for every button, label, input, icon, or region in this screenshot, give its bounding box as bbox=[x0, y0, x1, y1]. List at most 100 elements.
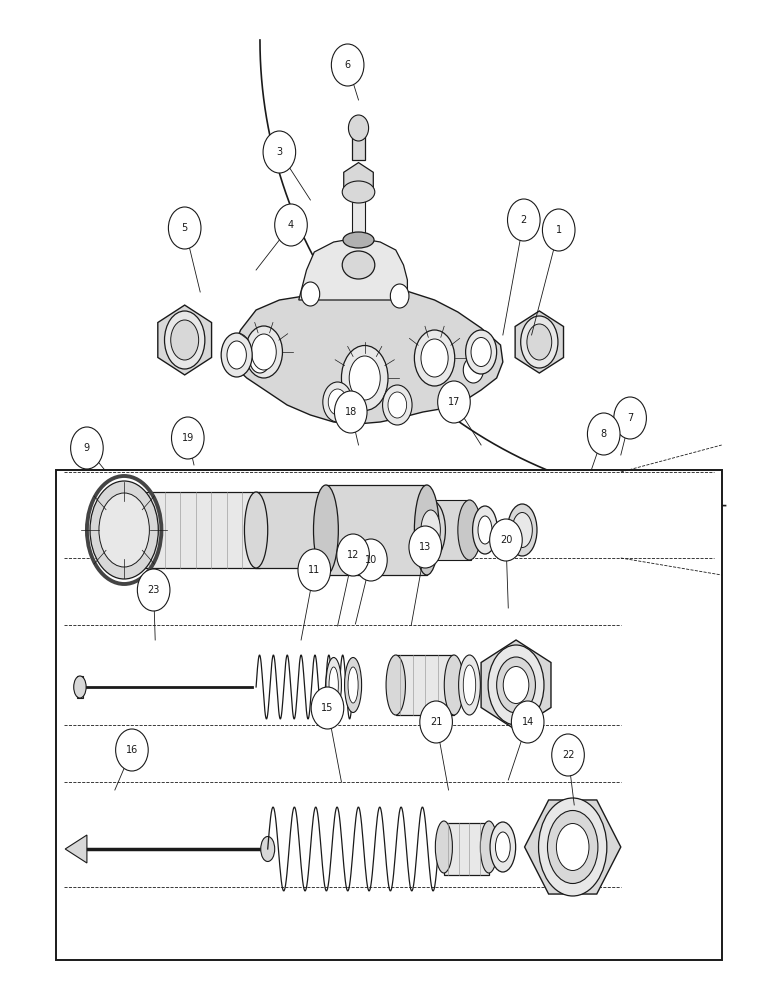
Ellipse shape bbox=[244, 492, 268, 568]
Ellipse shape bbox=[463, 665, 476, 705]
Bar bbox=[128, 492, 260, 568]
Polygon shape bbox=[515, 311, 563, 373]
Bar bbox=[352, 132, 365, 160]
Polygon shape bbox=[299, 238, 407, 300]
Text: 14: 14 bbox=[521, 717, 534, 727]
Circle shape bbox=[587, 413, 620, 455]
Circle shape bbox=[390, 284, 409, 308]
Circle shape bbox=[263, 131, 296, 173]
Ellipse shape bbox=[383, 385, 412, 425]
Ellipse shape bbox=[261, 836, 275, 861]
Ellipse shape bbox=[539, 798, 607, 896]
Ellipse shape bbox=[556, 824, 589, 870]
Text: 1: 1 bbox=[556, 225, 562, 235]
Circle shape bbox=[337, 534, 369, 576]
Ellipse shape bbox=[388, 392, 407, 418]
Ellipse shape bbox=[341, 346, 388, 410]
Circle shape bbox=[311, 687, 344, 729]
Bar bbox=[352, 188, 365, 238]
Ellipse shape bbox=[386, 655, 406, 715]
Circle shape bbox=[171, 417, 204, 459]
Ellipse shape bbox=[458, 500, 481, 560]
Circle shape bbox=[552, 734, 584, 776]
Ellipse shape bbox=[471, 338, 491, 366]
Bar bbox=[326, 485, 427, 575]
Ellipse shape bbox=[349, 356, 380, 400]
Circle shape bbox=[116, 729, 148, 771]
Circle shape bbox=[301, 282, 320, 306]
Text: 4: 4 bbox=[288, 220, 294, 230]
Ellipse shape bbox=[490, 822, 515, 872]
Ellipse shape bbox=[171, 320, 199, 360]
Ellipse shape bbox=[421, 510, 441, 550]
Circle shape bbox=[438, 381, 470, 423]
Ellipse shape bbox=[414, 330, 455, 386]
Ellipse shape bbox=[227, 341, 247, 369]
Text: 8: 8 bbox=[601, 429, 607, 439]
Circle shape bbox=[511, 701, 544, 743]
Polygon shape bbox=[344, 163, 373, 201]
Ellipse shape bbox=[521, 316, 558, 368]
Bar bbox=[255, 492, 328, 568]
Text: 21: 21 bbox=[430, 717, 442, 727]
Ellipse shape bbox=[547, 810, 598, 884]
Circle shape bbox=[409, 526, 442, 568]
Polygon shape bbox=[65, 835, 87, 863]
Text: 9: 9 bbox=[84, 443, 90, 453]
Text: 20: 20 bbox=[500, 535, 512, 545]
Ellipse shape bbox=[478, 516, 492, 544]
Bar bbox=[396, 655, 454, 715]
Circle shape bbox=[137, 569, 170, 611]
Ellipse shape bbox=[221, 333, 252, 377]
Text: 10: 10 bbox=[365, 555, 377, 565]
Circle shape bbox=[542, 209, 575, 251]
Ellipse shape bbox=[466, 330, 497, 374]
Circle shape bbox=[334, 391, 367, 433]
Ellipse shape bbox=[342, 181, 375, 203]
Circle shape bbox=[490, 519, 522, 561]
Ellipse shape bbox=[314, 485, 338, 575]
Text: 15: 15 bbox=[321, 703, 334, 713]
Bar bbox=[444, 823, 489, 875]
Circle shape bbox=[331, 44, 364, 86]
Circle shape bbox=[355, 539, 387, 581]
Polygon shape bbox=[525, 800, 621, 894]
Ellipse shape bbox=[165, 311, 205, 369]
Polygon shape bbox=[158, 305, 212, 375]
Bar bbox=[432, 500, 471, 560]
Ellipse shape bbox=[473, 506, 497, 554]
Ellipse shape bbox=[74, 676, 86, 698]
Ellipse shape bbox=[527, 324, 552, 360]
Ellipse shape bbox=[435, 821, 452, 873]
Text: 2: 2 bbox=[521, 215, 527, 225]
Ellipse shape bbox=[414, 485, 439, 575]
Circle shape bbox=[298, 549, 331, 591]
Bar bbox=[77, 676, 83, 698]
Ellipse shape bbox=[90, 481, 158, 579]
Ellipse shape bbox=[245, 326, 282, 378]
Ellipse shape bbox=[323, 382, 352, 422]
Text: 7: 7 bbox=[627, 413, 633, 423]
Ellipse shape bbox=[512, 512, 532, 548]
Ellipse shape bbox=[343, 232, 374, 248]
Text: 5: 5 bbox=[182, 223, 188, 233]
Text: 12: 12 bbox=[347, 550, 359, 560]
Text: 22: 22 bbox=[562, 750, 574, 760]
Bar bbox=[56, 470, 722, 960]
Text: 6: 6 bbox=[345, 60, 351, 70]
Text: 18: 18 bbox=[345, 407, 357, 417]
Polygon shape bbox=[481, 640, 551, 730]
Text: 23: 23 bbox=[147, 585, 160, 595]
Text: 11: 11 bbox=[308, 565, 320, 575]
Circle shape bbox=[275, 204, 307, 246]
Polygon shape bbox=[229, 275, 503, 424]
Ellipse shape bbox=[495, 832, 511, 862]
Ellipse shape bbox=[459, 655, 480, 715]
Ellipse shape bbox=[480, 821, 497, 873]
Ellipse shape bbox=[504, 666, 529, 704]
Circle shape bbox=[420, 701, 452, 743]
Ellipse shape bbox=[329, 667, 338, 703]
Ellipse shape bbox=[508, 504, 537, 556]
Ellipse shape bbox=[99, 493, 149, 567]
Circle shape bbox=[168, 207, 201, 249]
